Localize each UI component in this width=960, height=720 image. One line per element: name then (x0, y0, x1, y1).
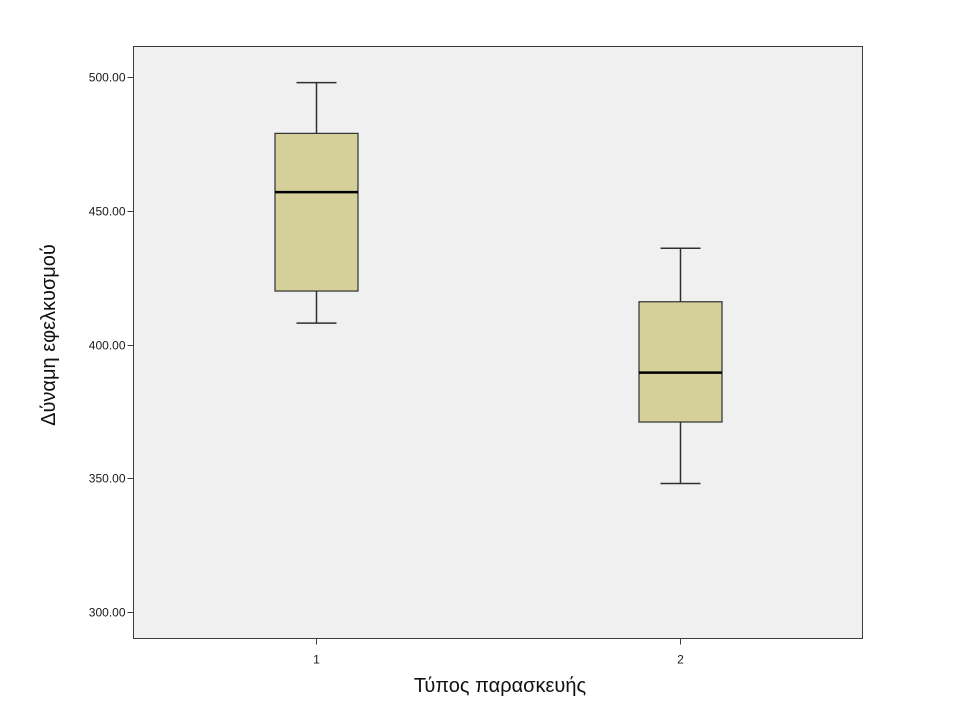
y-tick-label: 300.00 (89, 606, 126, 620)
iqr-box (274, 132, 359, 292)
y-tick-label: 450.00 (89, 205, 126, 219)
y-tick-label: 400.00 (89, 339, 126, 353)
plot-area (133, 46, 863, 639)
box-group (274, 81, 359, 324)
y-axis: 300.00 350.00 400.00 450.00 500.00 (89, 71, 134, 620)
y-tick-label: 350.00 (89, 472, 126, 486)
iqr-box (638, 301, 723, 423)
y-axis-title: Δύναμη εφελκυσμού (38, 244, 60, 426)
boxes (274, 81, 723, 485)
x-tick-label: 2 (677, 653, 684, 667)
x-tick-label: 1 (313, 653, 320, 667)
box-group (638, 247, 723, 485)
y-tick-label: 500.00 (89, 71, 126, 85)
x-axis-title: Τύπος παρασκευής (414, 675, 587, 697)
